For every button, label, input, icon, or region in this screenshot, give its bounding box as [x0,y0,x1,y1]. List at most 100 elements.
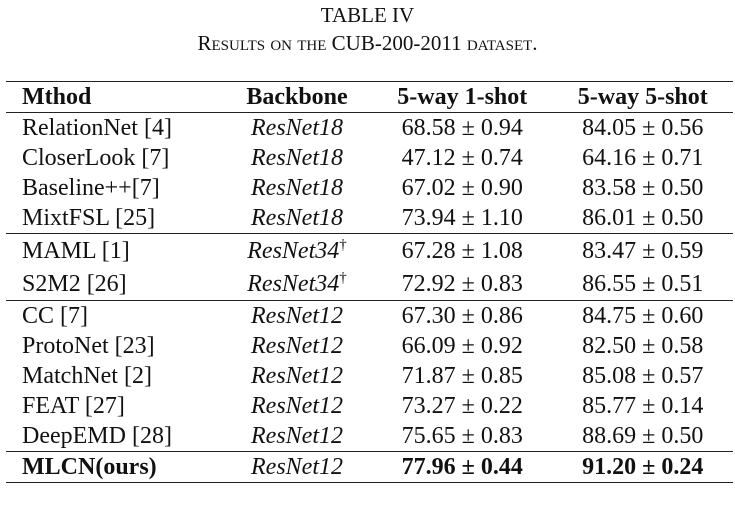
cell-text: 86.01 ± 0.50 [582,205,704,231]
table-cell: 72.92 ± 0.83 [372,267,553,301]
table-title: TABLE IV [320,3,415,27]
cell-text: MLCN(ours) [22,454,157,480]
cell-text: 84.05 ± 0.56 [582,115,704,141]
table-caption: Results on the CUB-200-2011 dataset. [197,31,538,55]
cell-text: ResNet18 [251,115,343,141]
header-row: Mthod Backbone 5-way 1-shot 5-way 5-shot [6,82,733,113]
row-group: RelationNet [4] ResNet18 68.58 ± 0.94 84.05… [6,112,734,234]
table-cell: ResNet12 [222,421,372,452]
table-row: DeepEMD [28] ResNet12 75.65 ± 0.83 88.69 ± … [6,421,733,452]
table-cell: 67.30 ± 0.86 [372,301,553,332]
table-cell: 91.20 ± 0.24 [553,452,734,483]
table-cell: ProtoNet [23] [6,331,222,361]
cell-text: 72.92 ± 0.83 [401,270,523,297]
table-cell: 82.50 ± 0.58 [553,331,734,361]
table-row: MatchNet [2] ResNet12 71.87 ± 0.85 85.08 ± … [6,361,733,391]
cell-note: † [339,236,347,253]
table-row: MixtFSL [25] ResNet18 73.94 ± 1.10 86.01 ± … [6,203,733,234]
cell-text: MixtFSL [25] [22,205,156,231]
table-row: CC [7] ResNet12 67.30 ± 0.86 84.75 ± 0.60 [6,301,733,332]
table-cell: ResNet12 [222,391,372,421]
row-group: CC [7] ResNet12 67.30 ± 0.86 84.75 ± 0.60 Pr… [6,300,733,452]
table-row: ProtoNet [23] ResNet12 66.09 ± 0.92 82.50 ±… [6,331,733,361]
cell-text: 88.69 ± 0.50 [582,423,704,449]
header-cell: Mthod [22,84,92,110]
cell-text: 86.55 ± 0.51 [582,270,704,297]
table-cell: 83.58 ± 0.50 [553,173,734,203]
table-row: FEAT [27] ResNet12 73.27 ± 0.22 85.77 ± 0.1… [6,391,733,421]
table-cell: FEAT [27] [6,391,222,421]
cell-text: ResNet18 [251,175,343,201]
cell-text: Baseline++[7] [22,175,160,201]
table-cell: 64.16 ± 0.71 [553,143,734,173]
table-cell: MLCN(ours) [6,452,222,483]
table-cell: 73.27 ± 0.22 [372,391,553,421]
table-cell: ResNet12 [222,331,372,361]
table-row: S2M2 [26] ResNet34† 72.92 ± 0.83 86.55 ± 0.… [6,267,733,301]
cell-text: CC [7] [22,303,88,329]
table-cell: 83.47 ± 0.59 [553,234,734,268]
cell-text: ProtoNet [23] [22,333,155,359]
table-row: MLCN(ours) ResNet12 77.96 ± 0.44 91.20 ± 0.… [6,452,733,483]
row-group: MLCN(ours) ResNet12 77.96 ± 0.44 91.20 ± 0.… [6,451,733,483]
cell-text: 68.58 ± 0.94 [401,115,523,141]
cell-text: 73.94 ± 1.10 [401,205,523,231]
cell-text: 64.16 ± 0.71 [582,145,704,171]
table-cell: 85.77 ± 0.14 [553,391,734,421]
table-cell: 77.96 ± 0.44 [372,452,553,483]
table-cell: MatchNet [2] [6,361,222,391]
header-cell: 5-way 1-shot [397,84,528,110]
cell-text: ResNet12 [251,363,343,389]
cell-text: ResNet12 [251,454,343,480]
cell-text: 47.12 ± 0.74 [401,145,523,171]
cell-text: ResNet18 [251,145,343,171]
cell-text: ResNet34 [247,237,340,264]
table-header: Mthod Backbone 5-way 1-shot 5-way 5-shot [6,81,733,113]
results-table: Mthod Backbone 5-way 1-shot 5-way 5-shot Re… [6,81,733,483]
cell-text: 83.47 ± 0.59 [582,237,704,264]
table-cell: ResNet18 [222,173,372,203]
cell-text: MAML [1] [22,237,130,264]
table-cell: ResNet18 [222,203,372,234]
row-group: MAML [1] ResNet34† 67.28 ± 1.08 83.47 ± 0.5… [6,233,734,301]
table-cell: CC [7] [6,301,222,332]
table-cell: ResNet18 [222,143,372,173]
table-cell: 67.28 ± 1.08 [372,234,553,268]
table-cell: 85.08 ± 0.57 [553,361,734,391]
table-cell: ResNet34† [222,234,372,268]
cell-text: CloserLook [7] [22,145,170,171]
cell-text: 77.96 ± 0.44 [401,454,523,480]
cell-text: 85.08 ± 0.57 [582,363,704,389]
cell-text: 67.02 ± 0.90 [401,175,523,201]
cell-text: 91.20 ± 0.24 [582,454,704,480]
table-cell: ResNet12 [222,452,372,483]
table-cell: 86.01 ± 0.50 [553,203,734,234]
table-cell: ResNet12 [222,301,372,332]
table-cell: 47.12 ± 0.74 [372,143,553,173]
cell-text: ResNet12 [251,333,343,359]
cell-text: 82.50 ± 0.58 [582,333,704,359]
table-cell: MAML [1] [6,234,222,268]
table-cell: DeepEMD [28] [6,421,222,452]
table-cell: S2M2 [26] [6,267,222,301]
table-row: Baseline++[7] ResNet18 67.02 ± 0.90 83.58 ±… [6,173,733,203]
table-cell: ResNet18 [222,113,372,144]
table-row: RelationNet [4] ResNet18 68.58 ± 0.94 84.05… [6,113,733,144]
cell-text: 73.27 ± 0.22 [401,393,523,419]
cell-text: RelationNet [4] [22,115,172,141]
table-cell: 88.69 ± 0.50 [553,421,734,452]
cell-text: ResNet12 [251,423,343,449]
cell-text: 75.65 ± 0.83 [401,423,523,449]
cell-text: ResNet18 [251,205,343,231]
table-cell: 67.02 ± 0.90 [372,173,553,203]
cell-text: S2M2 [26] [22,270,127,297]
cell-text: 67.30 ± 0.86 [401,303,523,329]
cell-text: MatchNet [2] [22,363,152,389]
cell-text: ResNet12 [251,303,343,329]
table-cell: ResNet34† [222,267,372,301]
cell-text: DeepEMD [28] [22,423,172,449]
cell-text: 66.09 ± 0.92 [401,333,523,359]
cell-text: 67.28 ± 1.08 [401,237,523,264]
header-cell: Backbone [246,84,348,110]
